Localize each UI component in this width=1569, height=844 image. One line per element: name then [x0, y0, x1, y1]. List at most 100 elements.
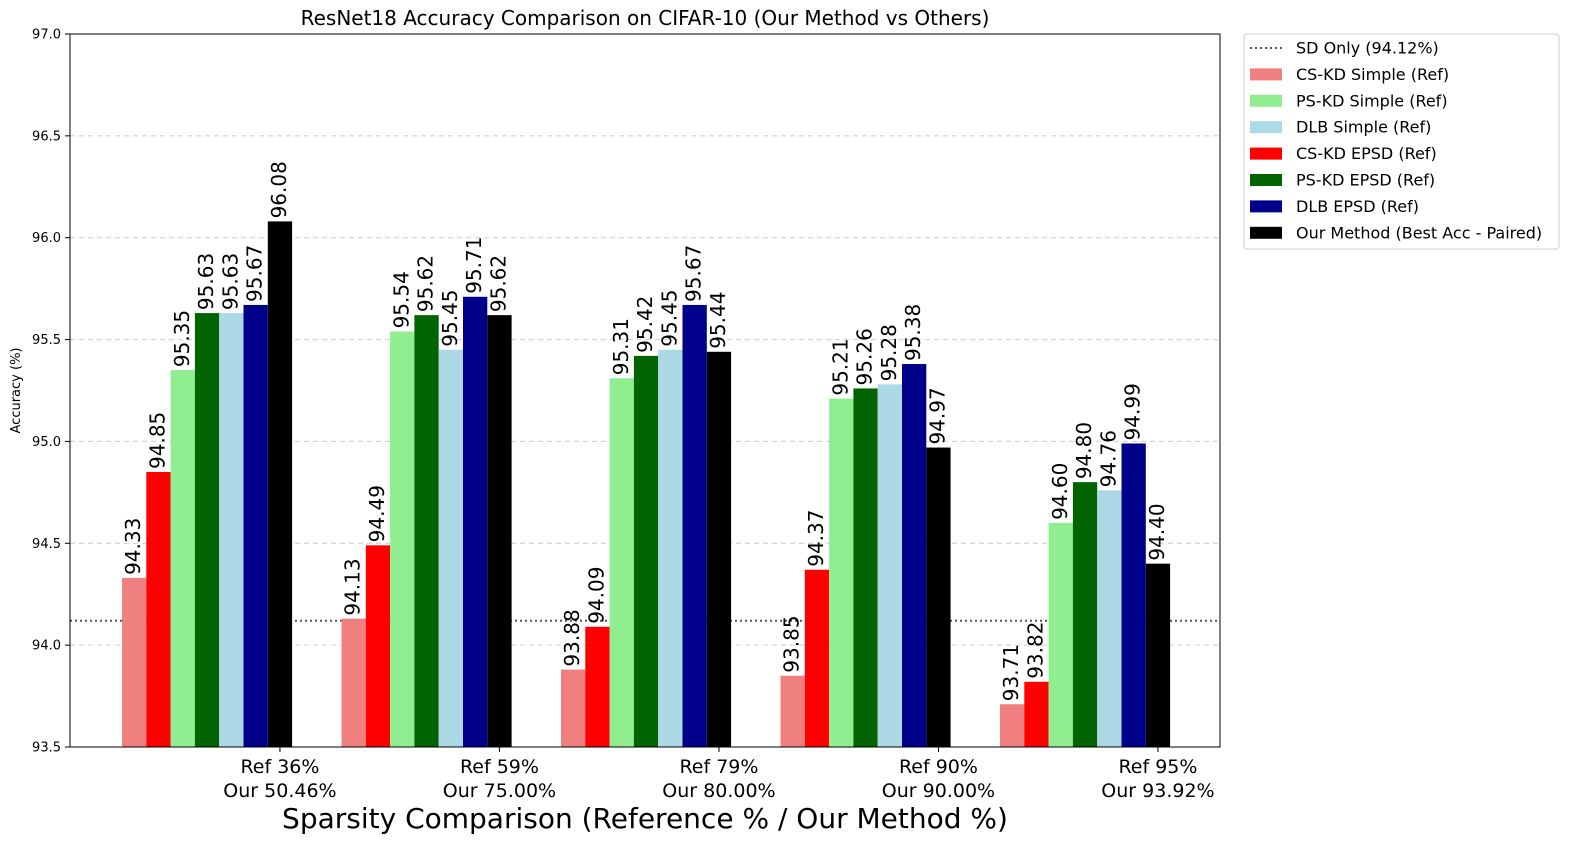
- legend-label: PS-KD Simple (Ref): [1296, 91, 1448, 110]
- bar-value-label: 95.42: [633, 296, 657, 353]
- y-tick-label: 93.5: [32, 741, 61, 756]
- legend-swatch: [1250, 200, 1282, 213]
- x-tick-label: Our 50.46%: [223, 780, 336, 802]
- x-tick-label: Our 75.00%: [443, 780, 556, 802]
- legend-swatch: [1250, 121, 1282, 134]
- bar: [1097, 490, 1122, 747]
- y-tick-label: 94.0: [32, 639, 61, 654]
- y-tick-label: 96.5: [32, 129, 61, 144]
- bar: [561, 669, 586, 747]
- y-tick-label: 94.5: [32, 537, 61, 552]
- y-axis: 93.5 94.0 94.5 95.0 95.5 96.0 96.5 97.0: [32, 28, 70, 756]
- legend-swatch: [1250, 174, 1282, 186]
- bar: [341, 618, 366, 747]
- plot-frame: [69, 33, 1221, 748]
- bar-value-label: 94.85: [145, 412, 169, 469]
- bar: [609, 378, 634, 747]
- bar: [682, 304, 707, 747]
- bar-value-label: 95.35: [170, 310, 194, 367]
- bar: [877, 384, 902, 747]
- legend-swatch: [1250, 147, 1282, 160]
- bar: [194, 313, 220, 747]
- bar-value-label: 96.08: [267, 161, 291, 218]
- x-axis: Ref 36%Our 50.46% Ref 59%Our 75.00% Ref 79…: [223, 747, 1215, 802]
- bar-value-label: 95.45: [657, 289, 681, 346]
- bar-value-label: 95.62: [486, 255, 510, 312]
- legend-label: DLB EPSD (Ref): [1296, 197, 1419, 216]
- bar: [1048, 522, 1073, 747]
- bar: [853, 388, 878, 747]
- bar-value-label: 95.54: [389, 271, 413, 328]
- x-tick-label: Our 90.00%: [882, 780, 995, 802]
- y-tick-label: 95.5: [32, 333, 61, 348]
- legend-swatch: [1250, 226, 1282, 239]
- x-tick-label: Ref 79%: [679, 756, 758, 778]
- legend-label: PS-KD EPSD (Ref): [1296, 171, 1435, 190]
- bar: [390, 331, 415, 747]
- bar: [585, 626, 610, 747]
- bar: [633, 355, 659, 747]
- legend-swatch: [1250, 94, 1282, 107]
- y-axis-label: Accuracy (%): [9, 348, 24, 434]
- bar: [1145, 563, 1171, 747]
- legend-label: SD Only (94.12%): [1296, 39, 1439, 58]
- bar-value-label: 95.28: [877, 324, 901, 381]
- bar-value-label: 95.63: [194, 253, 218, 310]
- bar-value-label: 95.67: [682, 245, 706, 302]
- bar: [463, 296, 488, 747]
- legend-label: CS-KD EPSD (Ref): [1296, 144, 1437, 163]
- bar: [170, 370, 195, 747]
- bar: [1072, 482, 1098, 747]
- bar: [243, 304, 268, 747]
- bar: [1000, 704, 1025, 747]
- bar: [829, 398, 854, 747]
- bar-value-label: 95.44: [706, 292, 730, 349]
- bar-value-label: 94.33: [121, 518, 145, 575]
- data-labels-layer: 94.33 94.13 93.88 93.85 93.71 94.85 94.49 94.09…: [121, 161, 1169, 701]
- legend: SD Only (94.12%) CS-KD Simple (Ref) PS-KD …: [1243, 33, 1560, 250]
- bar-value-label: 94.80: [1072, 422, 1096, 479]
- legend-box: [1243, 33, 1560, 250]
- bar-value-label: 95.21: [828, 338, 852, 395]
- bars-layer: [122, 221, 1171, 748]
- x-tick-label: Our 93.92%: [1101, 780, 1214, 802]
- bar: [414, 315, 439, 747]
- bar-value-label: 93.71: [999, 644, 1023, 701]
- bar-value-label: 94.76: [1096, 430, 1120, 487]
- bar-value-label: 94.13: [341, 558, 365, 615]
- x-tick-label: Ref 36%: [240, 756, 319, 778]
- y-tick-label: 97.0: [32, 28, 61, 43]
- y-tick-label: 96.0: [32, 231, 61, 246]
- bar: [438, 349, 463, 747]
- bar: [219, 313, 244, 747]
- bar: [122, 577, 147, 747]
- bar: [658, 349, 683, 747]
- x-tick-label: Ref 90%: [899, 756, 978, 778]
- chart-title: ResNet18 Accuracy Comparison on CIFAR-10…: [301, 6, 990, 30]
- bar: [780, 675, 805, 747]
- bar-value-label: 95.63: [218, 253, 242, 310]
- x-axis-label: Sparsity Comparison (Reference % / Our M…: [282, 802, 1008, 835]
- x-tick-label: Ref 95%: [1118, 756, 1197, 778]
- bar-value-label: 94.40: [1145, 503, 1169, 560]
- bar-value-label: 94.60: [1048, 463, 1072, 520]
- bar: [267, 221, 293, 748]
- bar: [1024, 681, 1049, 747]
- bar-value-label: 95.26: [853, 328, 877, 385]
- x-tick-label: Ref 59%: [460, 756, 539, 778]
- y-tick-label: 95.0: [32, 435, 61, 450]
- bar: [487, 315, 512, 747]
- bar: [146, 471, 171, 747]
- bar: [365, 545, 391, 747]
- bar-value-label: 94.49: [365, 485, 389, 542]
- bar: [804, 569, 830, 747]
- bar-value-label: 95.71: [462, 237, 486, 294]
- bar-value-label: 94.09: [584, 567, 608, 624]
- bar-value-label: 93.82: [1023, 622, 1047, 679]
- bar-value-label: 93.85: [780, 615, 804, 672]
- bar-value-label: 95.31: [609, 318, 633, 375]
- bar-value-label: 94.97: [925, 387, 949, 444]
- bar-value-label: 94.99: [1121, 383, 1145, 440]
- bar: [926, 447, 951, 747]
